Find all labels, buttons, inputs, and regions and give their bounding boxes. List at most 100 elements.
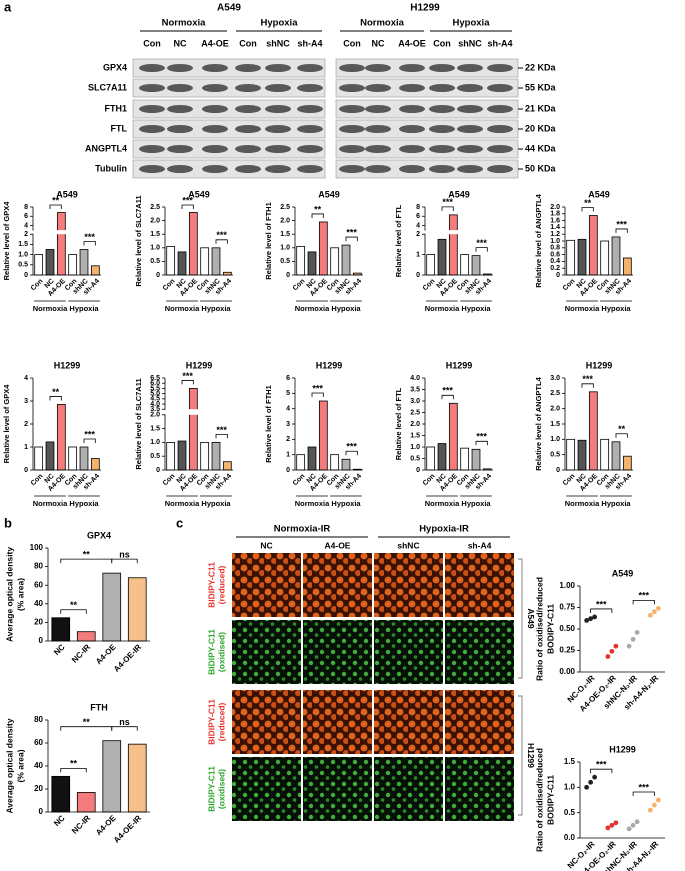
y-axis-label: BODIPY-C11 [545,775,555,825]
bar [577,238,587,276]
point [588,779,594,785]
bar [471,448,481,471]
significance-label: *** [476,432,487,442]
micrograph [374,620,443,684]
significance-bracket [181,204,194,209]
group-label: Normoxia [425,304,460,313]
group-label: sh-A4 [468,540,492,550]
y-tick-label: 4.5 [150,396,160,403]
y-tick-label: 0.50 [559,624,575,633]
y-tick-label: 2.0 [550,204,560,211]
significance-label: *** [638,591,649,601]
significance-label: ** [584,198,592,208]
y-tick-label: 1.5 [564,757,576,766]
significance-bracket [215,434,228,439]
significance-label: ** [83,549,91,559]
blot-band [297,145,323,153]
blot-band [167,84,193,92]
blot-band [139,84,165,92]
axis-break [162,409,168,415]
bar [330,247,340,276]
micrograph [374,690,443,754]
significance-bracket [615,228,628,233]
bar [307,446,317,471]
y-tick-label: 1 [24,444,28,451]
y-tick-label: 4 [24,375,28,382]
bar [166,441,176,471]
chart-title: GPX4 [87,530,111,540]
blot-strip [132,119,326,139]
significance-label: *** [346,442,357,452]
group-label: Hypoxia [69,499,99,508]
stain-label: BIDIPY-C11 [206,766,216,812]
lane-label: NC [372,38,385,48]
y-tick-label: 1.8 [550,211,560,218]
significance-bracket [49,396,62,401]
significance-bracket [581,383,594,388]
y-tick-label: 1.5 [150,231,160,238]
point [634,630,640,635]
lane-label: shNC [266,38,290,48]
blot-band [265,145,291,153]
bar [68,254,78,276]
blot-band [202,84,228,92]
bar [622,257,632,276]
cell-line-label: A549 [526,608,536,629]
significance-bracket [441,206,454,211]
blot-band [457,165,483,173]
y-tick-label: 1 [286,452,290,459]
bar [90,458,100,471]
y-tick-label: 1 [416,251,420,258]
chart-title: H1299 [609,744,636,754]
significance-label: ** [70,600,78,610]
bar [211,247,221,276]
y-axis-label: BODIPY-C11 [545,604,555,654]
y-tick-label: 0.4 [550,258,560,265]
group-label: Normoxia [33,304,68,313]
bar [318,221,328,276]
blot-band [235,125,261,133]
y-tick-label: 0.5 [150,258,160,265]
y-tick-label: 40 [34,761,43,770]
blot-band [202,105,228,113]
chart-title: A549 [612,568,634,578]
y-tick-label: 3.5 [410,386,420,393]
y-tick-label: 80 [34,715,43,724]
axis-break [422,230,428,234]
bar [34,254,44,276]
y-tick-label: 4 [24,222,28,229]
panel-label: c [176,515,183,530]
blot-band [139,145,165,153]
blot-band [297,105,323,113]
blot-band [487,125,513,133]
y-tick-label: 0.75 [559,603,575,612]
bar [76,631,96,642]
y-tick-label: 0 [416,272,420,279]
point [609,822,615,828]
y-tick-label: 0.5 [410,455,420,462]
bar [34,446,44,471]
blot-band [265,105,291,113]
stain-label: (reduced) [216,565,226,604]
group-label: Hypoxia [461,499,491,508]
significance-bracket [181,380,194,385]
significance-label: *** [596,760,607,770]
blot-band [339,105,365,113]
blot-band [339,165,365,173]
blot-band [265,165,291,173]
bar [330,454,340,471]
bar [90,265,100,276]
bar [448,402,458,471]
y-axis-label: Relative level of GPX4 [2,201,11,281]
blot-strip [132,58,326,78]
blot-band [265,125,291,133]
stain-label: (oxidised) [216,632,226,672]
group-label: Normoxia [565,499,600,508]
blot-band [139,64,165,72]
panel-label: a [4,0,12,14]
bar [600,240,610,276]
x-tick-label: Con [562,473,577,488]
cell-line-label: H1299 [410,3,440,14]
significance-label: ** [618,424,626,434]
